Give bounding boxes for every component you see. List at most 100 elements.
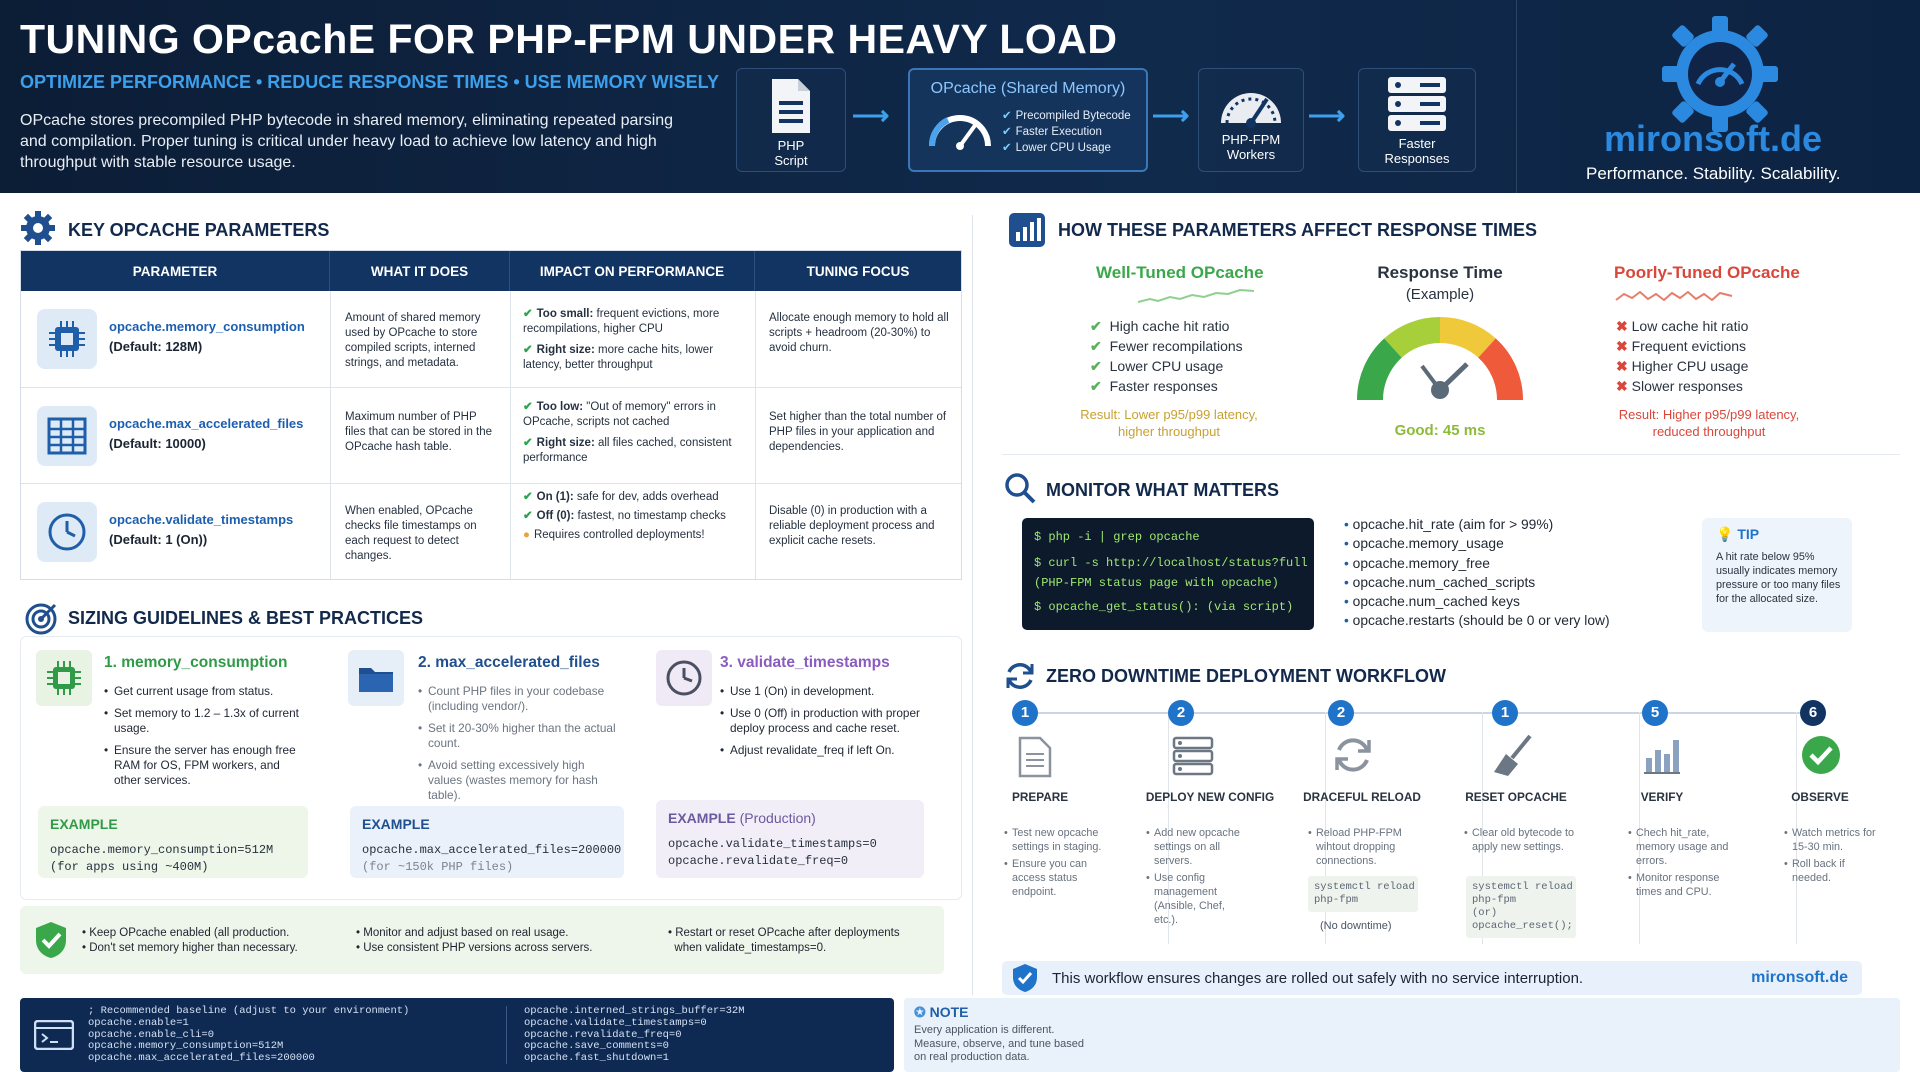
sizing-card-heading: 2. max_accelerated_files (418, 654, 600, 671)
table-row: opcache.validate_timestamps (Default: 1 … (21, 483, 961, 579)
check-icon: ✔ (1002, 110, 1012, 122)
param-name: opcache.validate_timestamps (Default: 1 … (109, 512, 294, 547)
tip-text: A hit rate below 95% usually indicates m… (1716, 551, 1841, 605)
x-circle-icon: ✖ (1616, 338, 1628, 354)
gauge-icon (1221, 93, 1281, 128)
param-what: Maximum number of PHP files that can be … (345, 411, 493, 453)
flow-opcache-title: OPcache (Shared Memory) (930, 80, 1126, 97)
param-what: Amount of shared memory used by OPcache … (345, 312, 481, 369)
bar-chart-icon (1644, 740, 1680, 774)
param-tuning: Allocate enough memory to hold all scrip… (769, 312, 949, 354)
param-name: opcache.memory_consumption (Default: 128… (109, 319, 305, 354)
workflow-banner-brand: mironsoft.de (1751, 969, 1848, 986)
note-panel: ✪ NOTE Every application is different. M… (904, 998, 1900, 1072)
step-title: DRACEFUL RELOAD (1303, 790, 1421, 804)
poorly-tuned-title: Poorly-Tuned OPcache (1614, 263, 1800, 282)
param-name: opcache.max_accelerated_files (Default: … (109, 416, 304, 451)
baseline-code-left: ; Recommended baseline (adjust to your e… (88, 1005, 410, 1065)
arrow-right-icon: ⟶ (1308, 100, 1346, 130)
step-list: Clear old bytecode to apply new settings… (1464, 826, 1580, 857)
sizing-card-heading: 3. validate_timestamps (720, 654, 890, 671)
table-row: opcache.memory_consumption (Default: 128… (21, 291, 961, 387)
x-circle-icon: ✖ (1616, 318, 1628, 334)
sizing-card-list: Count PHP files in your codebase (includ… (418, 684, 618, 810)
sizing-card-heading: 1. memory_consumption (104, 654, 288, 671)
check-icon: ✔ (1002, 142, 1012, 154)
check-circle-icon (1802, 736, 1840, 774)
workflow-banner-text: This workflow ensures changes are rolled… (1052, 970, 1584, 987)
x-circle-icon: ✖ (1616, 358, 1628, 374)
divider (510, 291, 511, 579)
check-circle-icon: ✔ (1090, 378, 1102, 394)
shield-check-icon (36, 922, 66, 958)
step-list: Add new opcache settings on all servers.… (1146, 826, 1250, 930)
flow-responses: Faster Responses (1358, 68, 1476, 172)
step-title: RESET OPCACHE (1465, 790, 1567, 804)
poorly-tuned-list: ✖ Low cache hit ratio ✖ Frequent evictio… (1616, 318, 1749, 394)
shield-check-icon (1013, 964, 1037, 992)
sizing-card-list: Use 1 (On) in development. Use 0 (Off) i… (720, 684, 920, 765)
clock-icon (656, 650, 712, 706)
refresh-icon (1006, 663, 1034, 689)
param-what: When enabled, OPcache checks file timest… (345, 505, 477, 562)
step-number: 1 (1492, 700, 1518, 726)
workflow-line (1026, 712, 1826, 714)
table-header: IMPACT ON PERFORMANCE (510, 251, 755, 291)
flow-responses-label: Faster Responses (1384, 136, 1450, 166)
page-title: TUNING OPcachE FOR PHP-FPM UNDER HEAVY L… (20, 16, 1118, 62)
table-header: TUNING FOCUS (755, 251, 961, 291)
divider (755, 291, 756, 579)
section-separator (1002, 454, 1900, 455)
refresh-icon (1335, 738, 1371, 772)
monitor-metrics-list: opcache.hit_rate (aim for > 99%) opcache… (1344, 515, 1610, 631)
gauge-title: Response Time (1377, 263, 1503, 282)
search-icon (1005, 473, 1036, 504)
note-text: Every application is different. Measure,… (914, 1024, 1085, 1063)
header-banner: TUNING OPcachE FOR PHP-FPM UNDER HEAVY L… (0, 0, 1920, 193)
step-number: 5 (1642, 700, 1668, 726)
param-tuning: Disable (0) in production with a reliabl… (769, 505, 935, 547)
param-impact: ✔ Too low: "Out of memory" errors in OPca… (523, 401, 732, 464)
well-tuned-title: Well-Tuned OPcache (1096, 263, 1264, 282)
check-circle-icon: ✔ (523, 344, 533, 356)
example-box: EXAMPLE opcache.memory_consumption=512M(… (38, 806, 308, 878)
section-title-sizing: SIZING GUIDELINES & BEST PRACTICES (68, 608, 424, 628)
param-tuning: Set higher than the total number of PHP … (769, 411, 947, 453)
lightbulb-icon: 💡 (1716, 526, 1734, 542)
check-icon: ✔ (1002, 126, 1012, 138)
step-title: DEPLOY NEW CONFIG (1145, 790, 1275, 804)
divider (330, 291, 331, 579)
x-circle-icon: ✖ (1616, 378, 1628, 394)
check-circle-icon: ✔ (523, 401, 533, 413)
step-title: OBSERVE (1791, 790, 1849, 804)
well-tuned-result: Result: Lower p95/p99 latency, higher th… (1080, 407, 1258, 439)
check-circle-icon: ✔ (1090, 338, 1102, 354)
memory-chip-icon (37, 309, 97, 369)
page-description: OPcache stores precompiled PHP bytecode … (20, 112, 674, 171)
warning-icon: ● (523, 529, 530, 541)
target-icon (25, 603, 57, 635)
step-number: 6 (1800, 700, 1826, 726)
flow-workers-label: PHP-FPM Workers (1221, 132, 1281, 162)
flow-php-script: PHP Script (736, 68, 846, 172)
baseline-config-panel: ; Recommended baseline (adjust to your e… (20, 998, 894, 1072)
example-box: EXAMPLE opcache.max_accelerated_files=20… (350, 806, 624, 878)
server-icon (1388, 77, 1446, 131)
params-table: PARAMETER WHAT IT DOES IMPACT ON PERFORM… (20, 250, 962, 580)
server-stack-icon (1172, 736, 1214, 776)
step-list: Watch metrics for 15-30 min. Roll back i… (1784, 826, 1880, 888)
flow-workers: PHP-FPM Workers (1198, 68, 1304, 172)
param-impact: ✔ On (1): safe for dev, adds overhead ✔ Of… (523, 491, 726, 541)
step-number: 2 (1328, 700, 1354, 726)
tip-panel: 💡 TIP A hit rate below 95% usually indic… (1702, 518, 1852, 632)
best-practices-bar: • Keep OPcache enabled (all production. … (20, 906, 944, 974)
broom-icon (1494, 734, 1532, 776)
memory-chip-icon (36, 650, 92, 706)
poorly-tuned-result: Result: Higher p95/p99 latency, reduced … (1618, 407, 1800, 439)
gauge-subtitle: (Example) (1405, 286, 1475, 303)
arrow-right-icon: ⟶ (1152, 100, 1190, 130)
step-code: systemctl reload php-fpm (or) opcache_re… (1466, 876, 1576, 938)
step-note: (No downtime) (1320, 920, 1392, 932)
check-circle-icon: ✔ (523, 491, 533, 503)
gear-icon (21, 211, 55, 245)
